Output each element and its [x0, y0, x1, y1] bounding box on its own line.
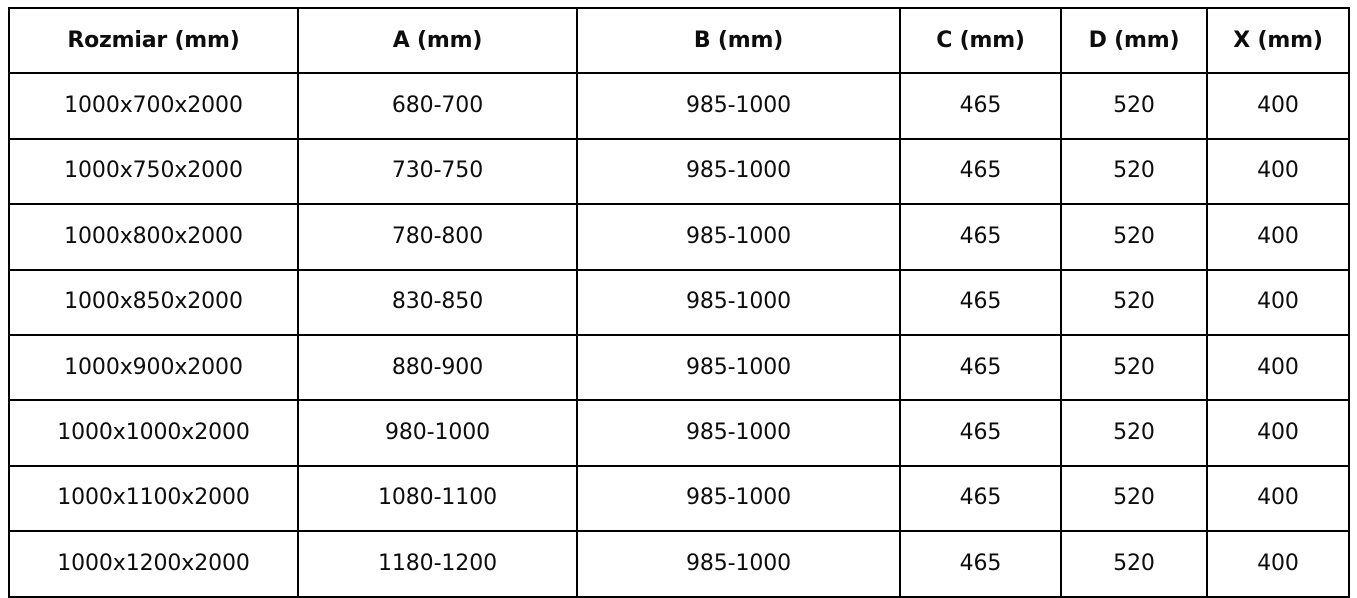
cell-a: 730-750	[297, 137, 578, 206]
cell-d: 520	[1060, 399, 1208, 467]
table-row: 1000x850x2000 830-850 985-1000 465 520 4…	[8, 268, 1350, 336]
table-body: 1000x700x2000 680-700 985-1000 465 520 4…	[8, 72, 1350, 598]
table-row: 1000x800x2000 780-800 985-1000 465 520 4…	[8, 203, 1350, 271]
cell-c: 465	[899, 399, 1062, 467]
cell-c: 465	[899, 333, 1062, 402]
cell-d: 520	[1060, 137, 1208, 206]
cell-d: 520	[1060, 268, 1208, 336]
cell-d: 520	[1060, 72, 1208, 140]
column-header-d: D (mm)	[1060, 6, 1208, 75]
column-header-size: Rozmiar (mm)	[8, 6, 299, 75]
cell-size: 1000x1000x2000	[8, 399, 299, 467]
cell-b: 985-1000	[576, 464, 901, 533]
cell-x: 400	[1206, 72, 1350, 140]
table-header: Rozmiar (mm) A (mm) B (mm) C (mm) D (mm)…	[8, 6, 1350, 75]
cell-a: 1180-1200	[297, 530, 578, 598]
cell-a: 980-1000	[297, 399, 578, 467]
cell-x: 400	[1206, 530, 1350, 598]
cell-d: 520	[1060, 464, 1208, 533]
cell-c: 465	[899, 203, 1062, 271]
cell-c: 465	[899, 530, 1062, 598]
cell-b: 985-1000	[576, 399, 901, 467]
table-header-row: Rozmiar (mm) A (mm) B (mm) C (mm) D (mm)…	[8, 6, 1350, 75]
column-header-x: X (mm)	[1206, 6, 1350, 75]
cell-b: 985-1000	[576, 333, 901, 402]
cell-a: 830-850	[297, 268, 578, 336]
cell-c: 465	[899, 268, 1062, 336]
table-row: 1000x1100x2000 1080-1100 985-1000 465 52…	[8, 464, 1350, 533]
cell-b: 985-1000	[576, 72, 901, 140]
cell-x: 400	[1206, 268, 1350, 336]
cell-size: 1000x800x2000	[8, 203, 299, 271]
column-header-b: B (mm)	[576, 6, 901, 75]
cell-b: 985-1000	[576, 268, 901, 336]
column-header-c: C (mm)	[899, 6, 1062, 75]
cell-size: 1000x700x2000	[8, 72, 299, 140]
cell-a: 780-800	[297, 203, 578, 271]
table-row: 1000x900x2000 880-900 985-1000 465 520 4…	[8, 333, 1350, 402]
cell-x: 400	[1206, 464, 1350, 533]
table-row: 1000x750x2000 730-750 985-1000 465 520 4…	[8, 137, 1350, 206]
cell-a: 880-900	[297, 333, 578, 402]
cell-size: 1000x750x2000	[8, 137, 299, 206]
cell-x: 400	[1206, 137, 1350, 206]
cell-c: 465	[899, 72, 1062, 140]
cell-size: 1000x1200x2000	[8, 530, 299, 598]
cell-x: 400	[1206, 399, 1350, 467]
table-row: 1000x1200x2000 1180-1200 985-1000 465 52…	[8, 530, 1350, 598]
cell-d: 520	[1060, 203, 1208, 271]
cell-x: 400	[1206, 333, 1350, 402]
cell-b: 985-1000	[576, 137, 901, 206]
cell-size: 1000x850x2000	[8, 268, 299, 336]
cell-a: 680-700	[297, 72, 578, 140]
column-header-a: A (mm)	[297, 6, 578, 75]
dimension-spec-table: Rozmiar (mm) A (mm) B (mm) C (mm) D (mm)…	[8, 6, 1350, 598]
cell-size: 1000x900x2000	[8, 333, 299, 402]
cell-b: 985-1000	[576, 203, 901, 271]
cell-b: 985-1000	[576, 530, 901, 598]
cell-c: 465	[899, 464, 1062, 533]
cell-x: 400	[1206, 203, 1350, 271]
cell-size: 1000x1100x2000	[8, 464, 299, 533]
table-row: 1000x1000x2000 980-1000 985-1000 465 520…	[8, 399, 1350, 467]
cell-a: 1080-1100	[297, 464, 578, 533]
cell-d: 520	[1060, 530, 1208, 598]
table-row: 1000x700x2000 680-700 985-1000 465 520 4…	[8, 72, 1350, 140]
cell-d: 520	[1060, 333, 1208, 402]
cell-c: 465	[899, 137, 1062, 206]
